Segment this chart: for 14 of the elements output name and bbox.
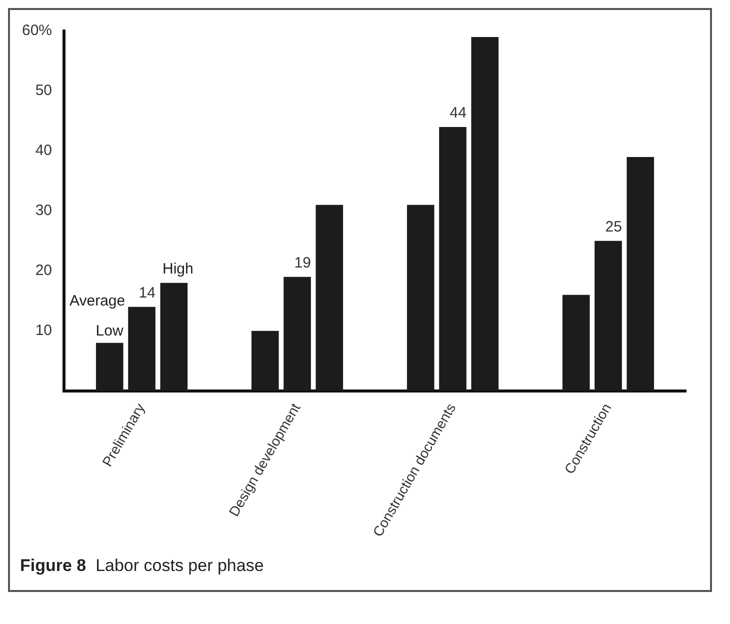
series-label: Low	[96, 322, 124, 340]
data-label: 25	[605, 218, 622, 236]
y-tick-label: 10	[35, 322, 52, 340]
data-label: 14	[138, 284, 156, 302]
series-label: High	[162, 260, 194, 278]
y-tick-label: 40	[35, 142, 52, 160]
text: Figure 8 Labor costs per phase	[19, 555, 265, 577]
y-tick-label: 30	[35, 202, 52, 220]
data-label: 44	[450, 104, 466, 122]
series-label: Average	[70, 292, 126, 310]
y-tick-label: 60%	[22, 22, 52, 40]
data-label: 19	[294, 254, 311, 272]
y-tick-label: 20	[35, 262, 52, 280]
y-tick-label: 50	[35, 82, 52, 100]
